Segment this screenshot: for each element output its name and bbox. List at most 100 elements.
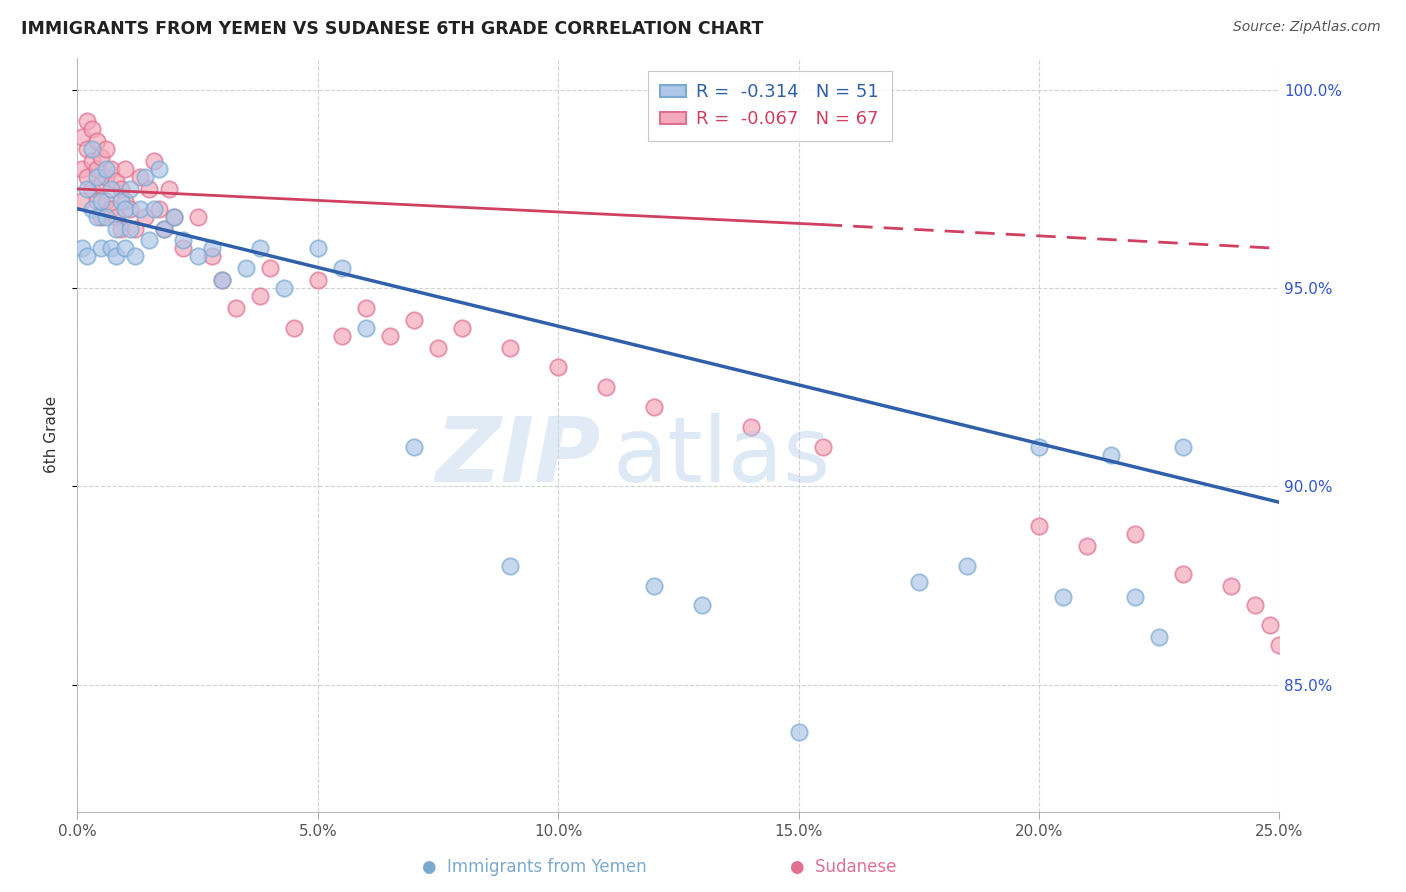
Point bbox=[120, 221, 142, 235]
Point bbox=[120, 202, 142, 216]
Point bbox=[70, 162, 93, 177]
Point bbox=[143, 202, 166, 216]
Point bbox=[402, 313, 425, 327]
Point bbox=[172, 241, 194, 255]
Point bbox=[90, 178, 112, 192]
Point bbox=[124, 221, 146, 235]
Point bbox=[114, 194, 136, 208]
Point bbox=[249, 289, 271, 303]
Point bbox=[80, 182, 103, 196]
Point bbox=[225, 301, 247, 315]
Point bbox=[138, 234, 160, 248]
Point bbox=[451, 320, 474, 334]
Point bbox=[643, 400, 665, 414]
Point bbox=[1149, 630, 1171, 644]
Point bbox=[643, 578, 665, 592]
Point bbox=[70, 130, 93, 145]
Point bbox=[80, 142, 103, 156]
Point bbox=[1268, 638, 1291, 652]
Point bbox=[110, 221, 132, 235]
Point bbox=[76, 249, 98, 263]
Point bbox=[157, 182, 180, 196]
Point bbox=[595, 380, 617, 394]
Point bbox=[162, 210, 184, 224]
Point bbox=[307, 241, 329, 255]
Point bbox=[259, 261, 281, 276]
Point bbox=[86, 169, 108, 184]
Point bbox=[201, 241, 224, 255]
Point bbox=[956, 558, 979, 573]
Point bbox=[1244, 599, 1267, 613]
Point bbox=[187, 210, 209, 224]
Point bbox=[1028, 440, 1050, 454]
Text: IMMIGRANTS FROM YEMEN VS SUDANESE 6TH GRADE CORRELATION CHART: IMMIGRANTS FROM YEMEN VS SUDANESE 6TH GR… bbox=[21, 20, 763, 37]
Point bbox=[162, 210, 184, 224]
Point bbox=[499, 341, 522, 355]
Point bbox=[1099, 448, 1122, 462]
Point bbox=[692, 599, 714, 613]
Point bbox=[104, 249, 127, 263]
Point bbox=[96, 169, 118, 184]
Point bbox=[86, 210, 108, 224]
Text: ●  Sudanese: ● Sudanese bbox=[790, 858, 897, 876]
Point bbox=[1278, 646, 1301, 660]
Point bbox=[76, 114, 98, 128]
Point bbox=[96, 194, 118, 208]
Point bbox=[76, 142, 98, 156]
Point bbox=[114, 202, 136, 216]
Point bbox=[138, 182, 160, 196]
Point bbox=[354, 320, 377, 334]
Point bbox=[134, 169, 156, 184]
Point bbox=[172, 234, 194, 248]
Point bbox=[70, 194, 93, 208]
Point bbox=[90, 194, 112, 208]
Point bbox=[96, 210, 118, 224]
Point bbox=[76, 169, 98, 184]
Point bbox=[90, 241, 112, 255]
Y-axis label: 6th Grade: 6th Grade bbox=[44, 396, 59, 474]
Point bbox=[378, 328, 401, 343]
Point bbox=[547, 360, 569, 375]
Point bbox=[143, 154, 166, 169]
Point bbox=[100, 182, 122, 196]
Point bbox=[90, 150, 112, 164]
Point bbox=[1123, 591, 1146, 605]
Text: Source: ZipAtlas.com: Source: ZipAtlas.com bbox=[1233, 20, 1381, 34]
Point bbox=[330, 328, 353, 343]
Point bbox=[740, 420, 762, 434]
Point bbox=[104, 221, 127, 235]
Point bbox=[80, 202, 103, 216]
Point bbox=[1173, 440, 1195, 454]
Point bbox=[211, 273, 233, 287]
Point bbox=[249, 241, 271, 255]
Point bbox=[100, 241, 122, 255]
Point bbox=[187, 249, 209, 263]
Point bbox=[1123, 527, 1146, 541]
Point bbox=[307, 273, 329, 287]
Point bbox=[273, 281, 295, 295]
Point bbox=[908, 574, 931, 589]
Point bbox=[110, 182, 132, 196]
Point bbox=[1258, 618, 1281, 632]
Point bbox=[787, 725, 810, 739]
Point bbox=[128, 169, 150, 184]
Point bbox=[1076, 539, 1098, 553]
Point bbox=[283, 320, 305, 334]
Point bbox=[90, 210, 112, 224]
Point bbox=[124, 249, 146, 263]
Point bbox=[86, 194, 108, 208]
Point bbox=[76, 182, 98, 196]
Text: ●  Immigrants from Yemen: ● Immigrants from Yemen bbox=[422, 858, 647, 876]
Point bbox=[1052, 591, 1074, 605]
Text: atlas: atlas bbox=[612, 414, 831, 501]
Point bbox=[96, 162, 118, 177]
Point bbox=[201, 249, 224, 263]
Point bbox=[120, 182, 142, 196]
Point bbox=[128, 202, 150, 216]
Point bbox=[86, 134, 108, 148]
Point bbox=[1292, 657, 1315, 672]
Point bbox=[86, 162, 108, 177]
Point bbox=[1028, 519, 1050, 533]
Point bbox=[499, 558, 522, 573]
Point bbox=[80, 122, 103, 136]
